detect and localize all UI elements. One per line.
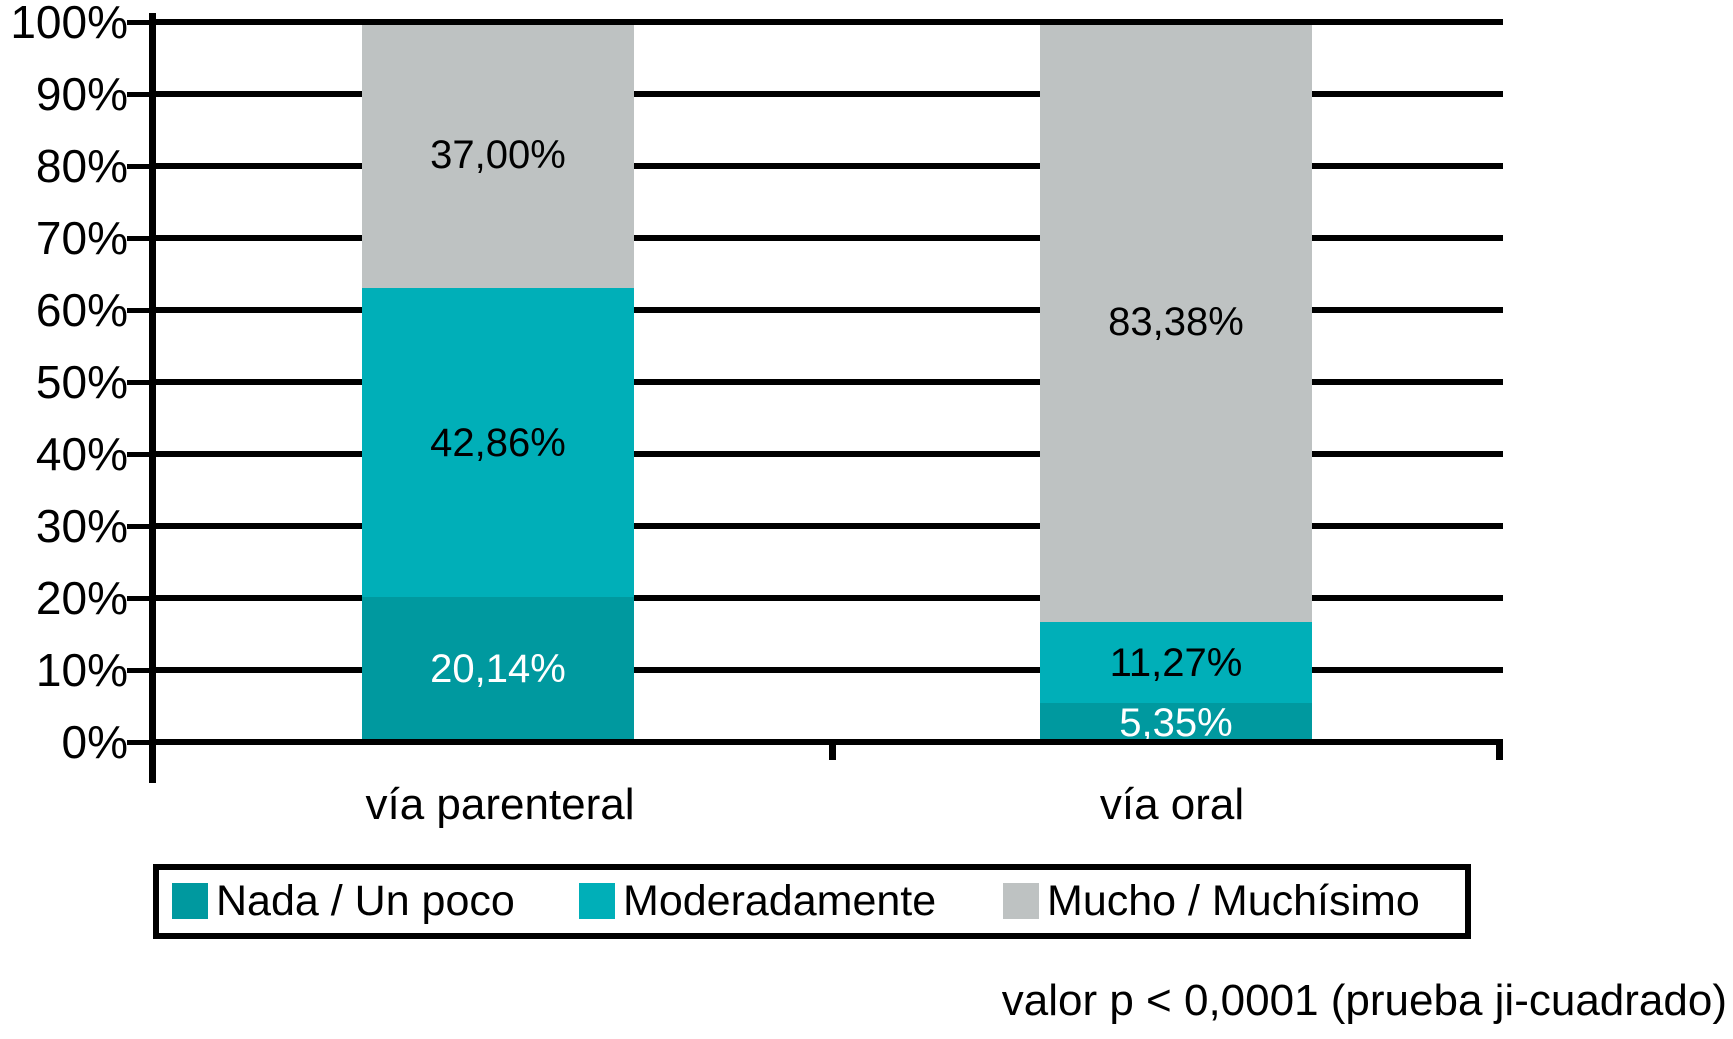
bar-value-label: 20,14% [430,647,566,692]
bar-value-label: 11,27% [1109,640,1243,685]
gridline-30 [155,523,1503,529]
gridline-80 [155,163,1503,169]
y-axis-tick [127,236,155,241]
y-axis-tick [127,380,155,385]
y-axis-line [149,13,156,783]
y-axis-tick-label: 20% [35,572,128,624]
bar-segment [362,597,634,742]
y-axis-tick [127,524,155,529]
y-axis-tick-label: 80% [35,140,128,192]
x-axis-tick [829,744,836,760]
gridline-50 [155,379,1503,385]
gridline-10 [155,667,1503,673]
gridline-90 [155,91,1503,97]
y-axis-tick [127,668,155,673]
bar-1: 20,14% 42,86% 37,00% [362,22,634,742]
gridline-0 [155,739,1503,745]
gridline-70 [155,235,1503,241]
gridline-100 [155,19,1503,25]
y-axis-tick [127,92,155,97]
bar-segment [1040,622,1312,704]
y-axis-tick-label: 60% [35,284,128,336]
bar-value-label: 42,86% [430,420,566,465]
y-axis-tick-label: 70% [35,212,128,264]
y-axis-tick-label: 90% [35,68,128,120]
gridline-60 [155,307,1503,313]
x-axis-tick [1496,744,1503,760]
bar-2: 5,35% 11,27% 83,38% [1040,22,1312,745]
category-label: vía oral [1099,780,1245,829]
bar-segment [362,22,634,289]
bar-segment [1040,703,1312,742]
bar-segment [1040,22,1312,623]
legend-swatch [579,883,615,919]
legend-label: Moderadamente [623,877,937,925]
y-axis-tick-label: 40% [35,428,128,480]
y-axis-tick [127,740,155,745]
y-axis-tick [127,452,155,457]
y-axis-tick [127,308,155,313]
gridline-40 [155,451,1503,457]
legend-label: Mucho / Muchísimo [1047,877,1420,925]
legend-label: Nada / Un poco [216,877,515,925]
y-axis-tick [127,164,155,169]
bar-value-label: 5,35% [1119,700,1233,745]
y-axis-tick-label: 0% [61,716,128,768]
legend-swatch [1003,883,1039,919]
y-axis-tick-label: 30% [35,500,128,552]
y-axis-tick-label: 10% [35,644,128,696]
y-axis-tick-label: 100% [10,0,128,48]
bar-value-label: 37,00% [430,133,566,178]
gridline-20 [155,595,1503,601]
plot-area: 20,14% 42,86% 37,00% 5,35% 11,27% 83,38% [127,13,1503,783]
legend-swatch [172,883,208,919]
y-axis-tick [127,20,155,25]
bar-value-label: 83,38% [1108,300,1244,345]
y-axis-tick [127,596,155,601]
p-value-note: valor p < 0,0001 (prueba ji-cuadrado) [1001,976,1727,1025]
y-axis-tick-label: 50% [35,356,128,408]
legend: Nada / Un poco Moderadamente Mucho / Muchí… [153,864,1471,939]
bar-segment [362,288,634,597]
category-label: vía parenteral [365,780,635,829]
